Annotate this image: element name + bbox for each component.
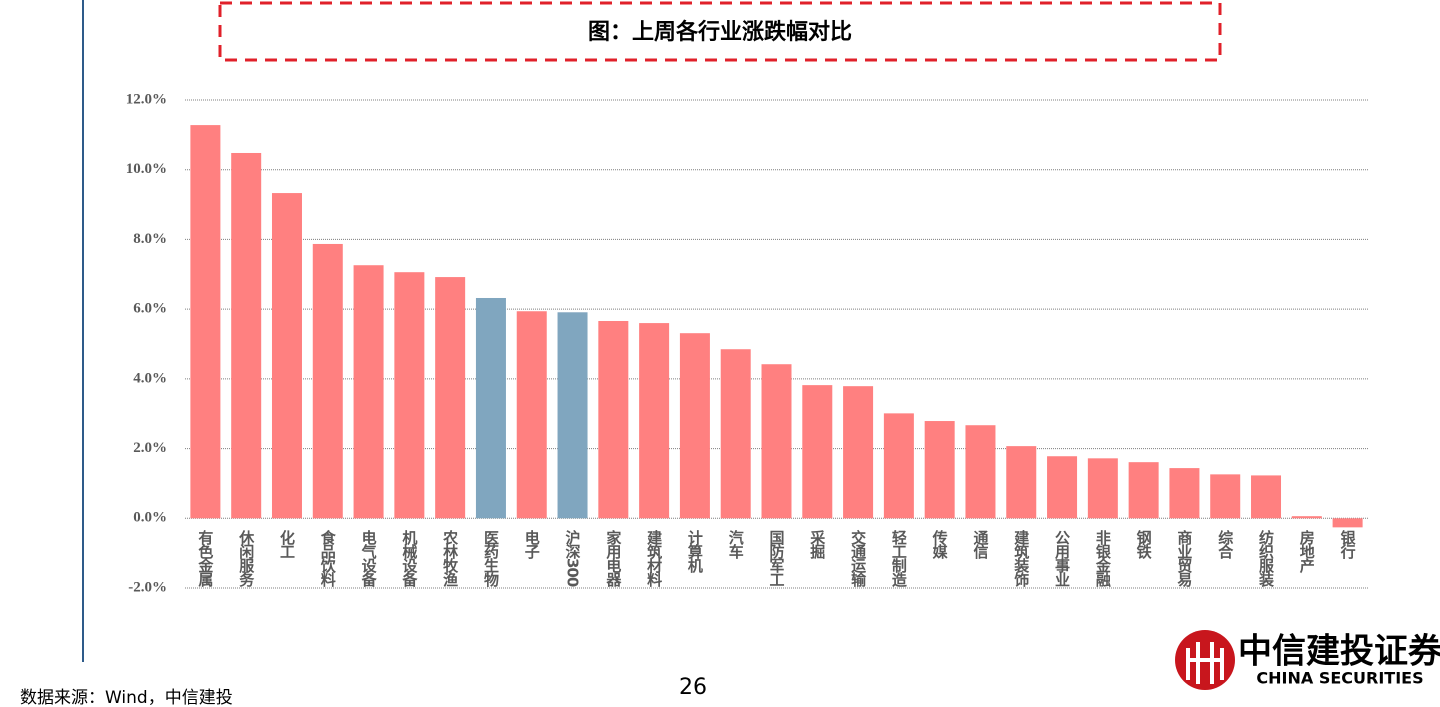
x-tick-label: 汽车: [727, 529, 745, 560]
x-tick-label: 机械设备: [400, 529, 418, 587]
logo-glyph: [1186, 642, 1224, 684]
x-tick-label: 农林牧渔: [441, 529, 459, 588]
x-tick-label: 化工: [278, 529, 296, 559]
x-tick-label: 计算机: [686, 529, 704, 574]
x-tick-label: 传媒: [931, 529, 949, 560]
chart-title: 图：上周各行业涨跌幅对比: [588, 19, 852, 45]
bar: [1047, 456, 1078, 519]
bar: [720, 349, 751, 519]
x-tick-label: 建筑材料: [645, 529, 663, 588]
bar: [761, 364, 792, 519]
title-box: [218, 1, 1222, 62]
bar: [312, 243, 343, 519]
bar: [924, 421, 955, 519]
x-tick-label: 食品饮料: [319, 529, 337, 588]
y-tick-label: 12.0%: [126, 91, 167, 107]
y-tick-label: 2.0%: [133, 440, 167, 456]
bar: [1087, 458, 1118, 519]
bar: [679, 333, 710, 519]
bar: [271, 193, 302, 519]
x-tick-label: 通信: [971, 530, 989, 560]
bar: [965, 425, 996, 519]
bar: [802, 385, 833, 519]
x-tick-label: 钢铁: [1135, 529, 1153, 560]
logo-english: CHINA SECURITIES: [1256, 669, 1423, 688]
y-tick-label: 10.0%: [126, 161, 167, 177]
y-tick-label: 8.0%: [133, 231, 167, 247]
x-tick-label: 轻工制造: [890, 529, 908, 588]
logo-name: 中信建投证券: [1238, 632, 1440, 672]
bar: [1251, 475, 1282, 519]
bar: [353, 265, 384, 519]
x-tick-label: 综合: [1216, 529, 1234, 560]
y-tick-label: 4.0%: [133, 370, 167, 386]
x-tick-label: 商业贸易: [1175, 529, 1193, 588]
page-number: 26: [679, 675, 707, 700]
x-tick-label: 沪深300: [564, 529, 582, 587]
x-tick-label: 建筑装饰: [1012, 529, 1030, 588]
x-tick-label: 交通运输: [849, 529, 867, 588]
x-tick-label: 采掘: [808, 529, 826, 560]
y-tick-label: -2.0%: [128, 579, 167, 595]
x-tick-label: 纺织服装: [1257, 529, 1275, 588]
x-tick-label: 电气设备: [360, 529, 378, 587]
bar: [843, 386, 874, 519]
bar: [1128, 462, 1159, 519]
logo: 中信建投证券 CHINA SECURITIES: [1175, 630, 1440, 690]
x-tick-label: 公用事业: [1053, 530, 1071, 587]
bar: [475, 297, 506, 519]
source: 数据来源：Wind，中信建投: [20, 688, 233, 707]
x-tick-label: 房地产: [1298, 529, 1316, 574]
x-tick-label: 银行: [1339, 529, 1357, 560]
x-tick-label: 医药生物: [482, 530, 500, 588]
y-tick-label: 0.0%: [133, 510, 167, 526]
bar: [1210, 474, 1241, 519]
x-tick-label: 有色金属: [196, 529, 214, 588]
x-tick-label: 非银金融: [1094, 529, 1112, 588]
bar: [883, 413, 914, 519]
bar: [516, 311, 547, 519]
x-tick-label: 国防军工: [768, 530, 786, 587]
y-tick-label: 6.0%: [133, 301, 167, 317]
bar: [557, 312, 588, 519]
plot: -2.0% 0.0% 2.0% 4.0% 6.0% 8.0% 10.0% 12.0% 有色金属 休…: [126, 91, 1368, 595]
bar: [435, 277, 466, 519]
x-tick-label: 电子: [523, 529, 541, 560]
bar: [1291, 516, 1322, 519]
bar: [1169, 468, 1200, 519]
bar: [394, 272, 425, 519]
bar: [639, 323, 670, 519]
x-tick-label: 家用电器: [604, 529, 622, 588]
bar: [231, 152, 262, 519]
bar: [190, 125, 221, 519]
bar: [1332, 518, 1363, 528]
bar: [1006, 446, 1037, 519]
x-tick-label: 休闲服务: [237, 529, 255, 588]
bar: [598, 320, 629, 519]
